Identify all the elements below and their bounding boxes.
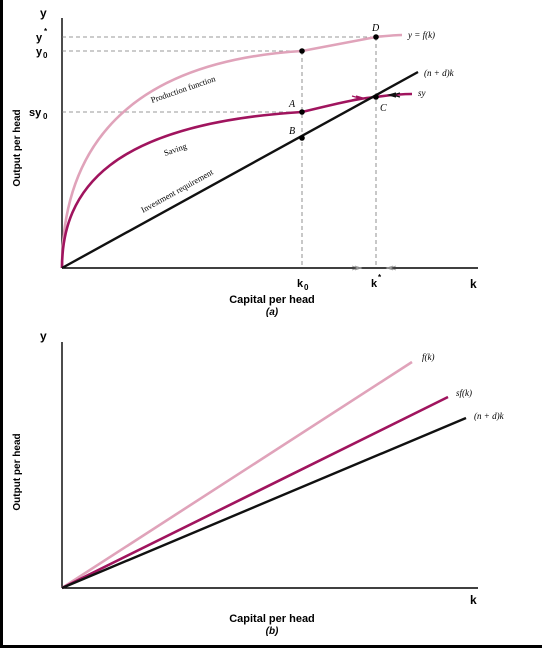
- label-point-A: A: [288, 99, 296, 110]
- label-point-C: C: [380, 103, 387, 114]
- svg-text:*: *: [44, 27, 48, 36]
- curve-label-production: Production function: [149, 73, 217, 105]
- fk-line: [61, 360, 413, 590]
- panel-a: D A B C y = f(k) (n + d)k sy Production …: [12, 6, 478, 318]
- x-axis-title-a: Capital per head: [229, 294, 315, 306]
- axis-arrow-right: [385, 265, 397, 271]
- svg-text:*: *: [378, 273, 382, 282]
- tick-kstar: k *: [371, 273, 382, 290]
- series-label-saving: sy: [418, 88, 426, 98]
- panel-b: f(k) sf(k) (n + d)k y k Capital per head…: [12, 329, 505, 637]
- series-label-sfk: sf(k): [456, 388, 472, 398]
- tick-ystar: y *: [36, 27, 48, 44]
- series-label-fk: f(k): [422, 352, 435, 362]
- point-B: [299, 135, 305, 141]
- svg-text:sy: sy: [29, 107, 42, 119]
- svg-text:0: 0: [43, 51, 48, 60]
- sfk-line: [61, 395, 449, 590]
- y-axis-symbol-a: y: [40, 6, 47, 20]
- tick-sy0: sy 0: [29, 107, 48, 121]
- axis-arrow-left: [351, 265, 363, 271]
- frame-left-edge: [0, 0, 3, 648]
- series-label-production: y = f(k): [407, 30, 435, 40]
- label-point-D: D: [371, 23, 380, 34]
- curve-label-saving: Saving: [162, 141, 188, 158]
- point-C: [373, 94, 379, 100]
- y-axis-title-b: Output per head: [12, 433, 23, 510]
- convergence-arrow-right: [386, 92, 401, 98]
- panel-label-b: (b): [266, 626, 279, 637]
- x-axis-symbol-b: k: [470, 593, 477, 607]
- point-A: [299, 109, 305, 115]
- label-point-B: B: [289, 126, 295, 137]
- point-D: [373, 34, 379, 40]
- y-axis-symbol-b: y: [40, 329, 47, 343]
- investment-requirement-line: [61, 70, 419, 270]
- y-axis-title-a: Output per head: [12, 109, 23, 186]
- svg-text:0: 0: [304, 283, 309, 292]
- series-label-ndk: (n + d)k: [474, 411, 505, 421]
- frame-bottom-edge: [0, 645, 542, 648]
- svg-text:k: k: [297, 278, 304, 290]
- convergence-arrow-left: [351, 95, 366, 101]
- production-function-curve: [60, 33, 403, 269]
- ndk-line: [61, 416, 467, 590]
- panel-label-a: (a): [266, 307, 279, 318]
- svg-text:y: y: [36, 32, 43, 44]
- tick-k0: k 0: [297, 278, 309, 292]
- series-label-investment: (n + d)k: [424, 68, 455, 78]
- x-axis-symbol-a: k: [470, 277, 477, 291]
- svg-text:0: 0: [43, 112, 48, 121]
- point-production-k0: [299, 48, 305, 54]
- svg-text:y: y: [36, 46, 43, 58]
- svg-text:k: k: [371, 278, 378, 290]
- x-axis-title-b: Capital per head: [229, 613, 315, 625]
- tick-y0: y 0: [36, 46, 48, 60]
